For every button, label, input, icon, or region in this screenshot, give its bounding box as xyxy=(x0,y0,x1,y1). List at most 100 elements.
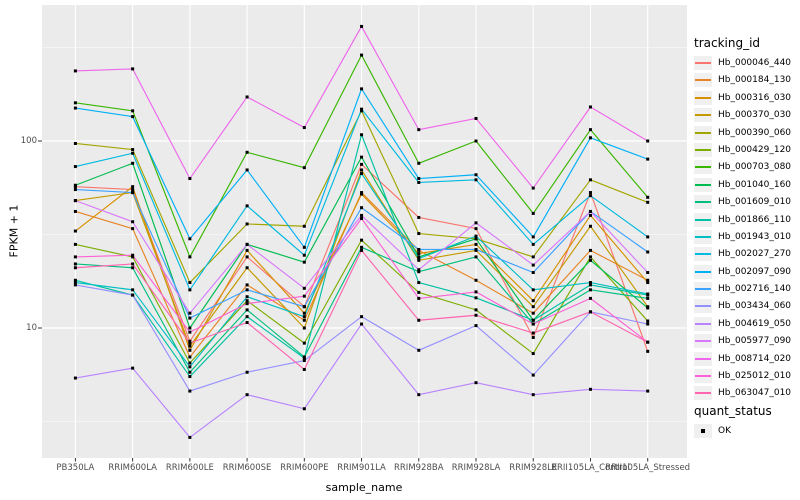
legend-item: Hb_001040_160 xyxy=(694,177,791,192)
legend-title: tracking_id xyxy=(694,36,761,50)
data-point-marker xyxy=(474,227,478,231)
legend-item: Hb_003434_060 xyxy=(694,299,792,314)
data-point-marker xyxy=(474,221,478,225)
data-point-marker xyxy=(531,288,535,292)
data-point-marker xyxy=(73,183,77,187)
data-point-marker xyxy=(531,305,535,309)
legend-label: Hb_025012_010 xyxy=(718,371,792,382)
legend-label: Hb_005977_090 xyxy=(718,336,792,347)
x-tick-label: RRIM928LE xyxy=(509,463,558,473)
data-point-marker xyxy=(646,139,650,143)
data-point-marker xyxy=(588,213,592,217)
data-point-marker xyxy=(302,126,306,130)
data-point-marker xyxy=(188,288,192,292)
legend-item: Hb_005977_090 xyxy=(694,334,792,349)
legend-item: Hb_000316_030 xyxy=(694,90,792,105)
data-point-marker xyxy=(245,295,249,299)
data-point-marker xyxy=(417,128,421,132)
data-point-marker xyxy=(188,255,192,259)
data-point-marker xyxy=(474,116,478,120)
data-point-marker xyxy=(302,253,306,257)
data-point-marker xyxy=(302,311,306,315)
legend-line-icon xyxy=(695,340,711,343)
data-point-marker xyxy=(588,281,592,285)
legend-line-icon xyxy=(695,148,711,151)
data-point-marker xyxy=(588,288,592,292)
legend-label: Hb_003434_060 xyxy=(718,301,792,312)
data-point-marker xyxy=(360,168,364,172)
x-tick-label: RRIM928LA xyxy=(451,463,501,473)
x-tick-label: RRIM901LA xyxy=(337,463,386,473)
legend-line-icon xyxy=(695,235,711,238)
data-point-marker xyxy=(131,67,135,71)
data-point-marker xyxy=(360,322,364,326)
legend-key-swatch xyxy=(694,56,712,70)
data-point-marker xyxy=(302,318,306,322)
data-point-marker xyxy=(417,281,421,285)
data-point-marker xyxy=(302,260,306,264)
data-point-marker xyxy=(646,200,650,204)
data-point-marker xyxy=(531,235,535,239)
legend-key-swatch xyxy=(694,125,712,140)
legend-item: Hb_025012_010 xyxy=(694,369,792,384)
data-point-marker xyxy=(245,204,249,208)
legend-item: Hb_002097_090 xyxy=(694,264,791,279)
data-point-marker xyxy=(646,389,650,393)
data-point-marker xyxy=(131,366,135,370)
data-point-marker xyxy=(417,290,421,294)
data-point-marker xyxy=(131,262,135,266)
data-point-marker xyxy=(588,224,592,228)
data-point-marker xyxy=(531,393,535,397)
legend-line-icon xyxy=(695,322,711,325)
data-point-marker xyxy=(131,266,135,270)
quant-status-legend: quant_status OK xyxy=(694,404,772,441)
data-point-marker xyxy=(188,311,192,315)
data-point-marker xyxy=(646,349,650,353)
data-point-marker xyxy=(588,258,592,262)
legend-item: Hb_000046_440 xyxy=(694,56,791,70)
legend-label: Hb_000046_440 xyxy=(718,58,792,68)
legend-key-swatch xyxy=(694,247,712,262)
legend-key-swatch xyxy=(694,334,712,349)
legend-key-swatch xyxy=(694,299,712,314)
data-point-marker xyxy=(360,53,364,57)
legend-line-icon xyxy=(695,62,711,64)
data-point-marker xyxy=(188,361,192,365)
data-point-marker xyxy=(474,308,478,312)
legend-label: Hb_000316_030 xyxy=(718,92,792,103)
legend-key-swatch xyxy=(694,108,712,123)
legend-line-icon xyxy=(695,392,711,395)
data-point-marker xyxy=(588,283,592,287)
data-point-marker xyxy=(131,255,135,259)
legend-key-swatch xyxy=(694,369,712,384)
legend-line-icon xyxy=(695,270,711,273)
data-point-marker xyxy=(588,310,592,314)
data-point-marker xyxy=(131,115,135,119)
data-point-marker xyxy=(646,306,650,310)
data-point-marker xyxy=(73,106,77,110)
legend-key-swatch xyxy=(694,316,712,331)
data-point-marker xyxy=(360,162,364,166)
data-point-marker xyxy=(360,248,364,252)
legend-line-icon xyxy=(695,201,711,204)
legend-key-swatch xyxy=(694,142,712,157)
data-point-marker xyxy=(73,199,77,203)
data-point-marker xyxy=(474,173,478,177)
data-point-marker xyxy=(646,319,650,323)
data-point-marker xyxy=(531,352,535,356)
legend-key-swatch xyxy=(694,386,712,401)
data-point-marker xyxy=(646,157,650,161)
data-point-marker xyxy=(131,220,135,224)
legend-item: Hb_004619_050 xyxy=(694,316,791,331)
data-point-marker xyxy=(417,247,421,251)
data-point-marker xyxy=(417,161,421,165)
legend-item: Hb_000429_120 xyxy=(694,142,791,157)
y-axis-title: FPKM + 1 xyxy=(7,204,21,258)
x-axis-title: sample_name xyxy=(325,481,403,494)
legend-key-swatch xyxy=(694,160,712,175)
data-point-marker xyxy=(188,326,192,330)
x-tick-label: RRIM928BA xyxy=(394,463,444,473)
legend-key-swatch xyxy=(694,177,712,192)
data-point-marker xyxy=(245,248,249,252)
